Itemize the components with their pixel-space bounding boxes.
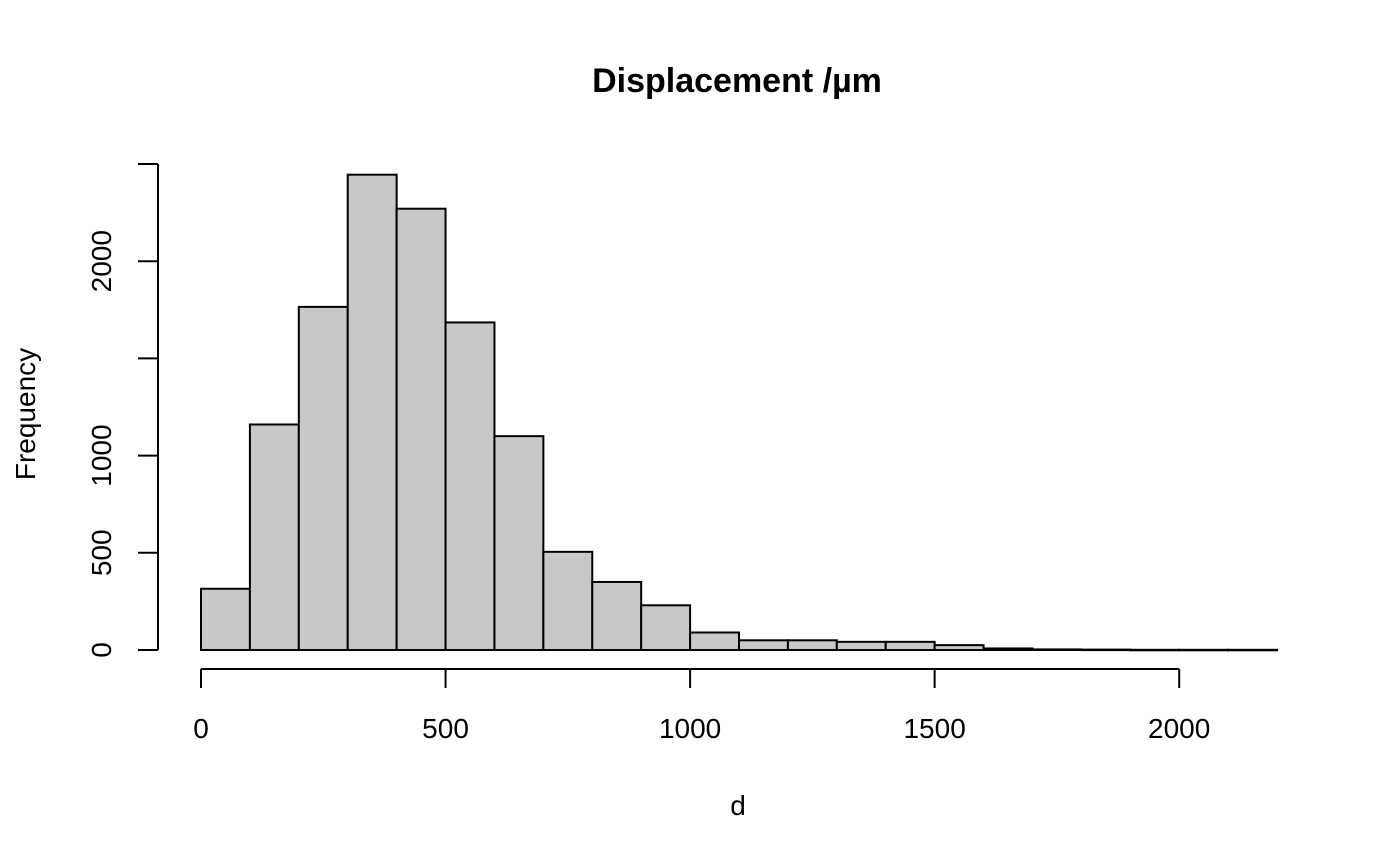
chart-title: Displacement /µm (592, 62, 882, 100)
y-tick-label: 2000 (86, 230, 117, 292)
x-tick-label: 500 (422, 713, 469, 744)
histogram-bar (1178, 648, 1230, 652)
x-tick-label: 2000 (1148, 713, 1210, 744)
histogram-bar (884, 640, 936, 652)
x-tick-label: 1500 (903, 713, 965, 744)
histogram-bar (786, 639, 838, 652)
y-tick-label: 1000 (86, 424, 117, 486)
y-tick-label: 500 (86, 529, 117, 576)
x-axis: 0 500 1000 1500 2000 (193, 668, 1210, 744)
histogram-bar (493, 435, 545, 651)
histogram-bar (640, 604, 692, 652)
x-tick-label: 1000 (659, 713, 721, 744)
histogram-bar (444, 321, 496, 651)
y-tick-label: 0 (86, 642, 117, 658)
y-axis-label: Frequency (10, 348, 41, 480)
histogram-bar (689, 631, 740, 652)
histogram-bar (1129, 648, 1181, 652)
histogram-bar (591, 580, 643, 652)
histogram-bar (1080, 648, 1132, 652)
histogram-bar (933, 644, 985, 652)
bars-group (200, 173, 1279, 652)
histogram-bar (738, 639, 789, 652)
histogram-bar (200, 587, 251, 651)
histogram-bar (297, 305, 349, 651)
histogram-bar (835, 640, 887, 652)
histogram-bar (1031, 648, 1083, 652)
histogram-bar (542, 550, 594, 651)
histogram-bar (1227, 648, 1279, 652)
x-tick-label: 0 (193, 713, 209, 744)
histogram-bar (248, 423, 300, 651)
y-axis: 0 500 1000 2000 (86, 163, 159, 658)
histogram-bar (982, 647, 1034, 652)
histogram-bar (346, 173, 398, 652)
histogram-bar (395, 207, 447, 651)
x-axis-label: d (730, 790, 746, 821)
